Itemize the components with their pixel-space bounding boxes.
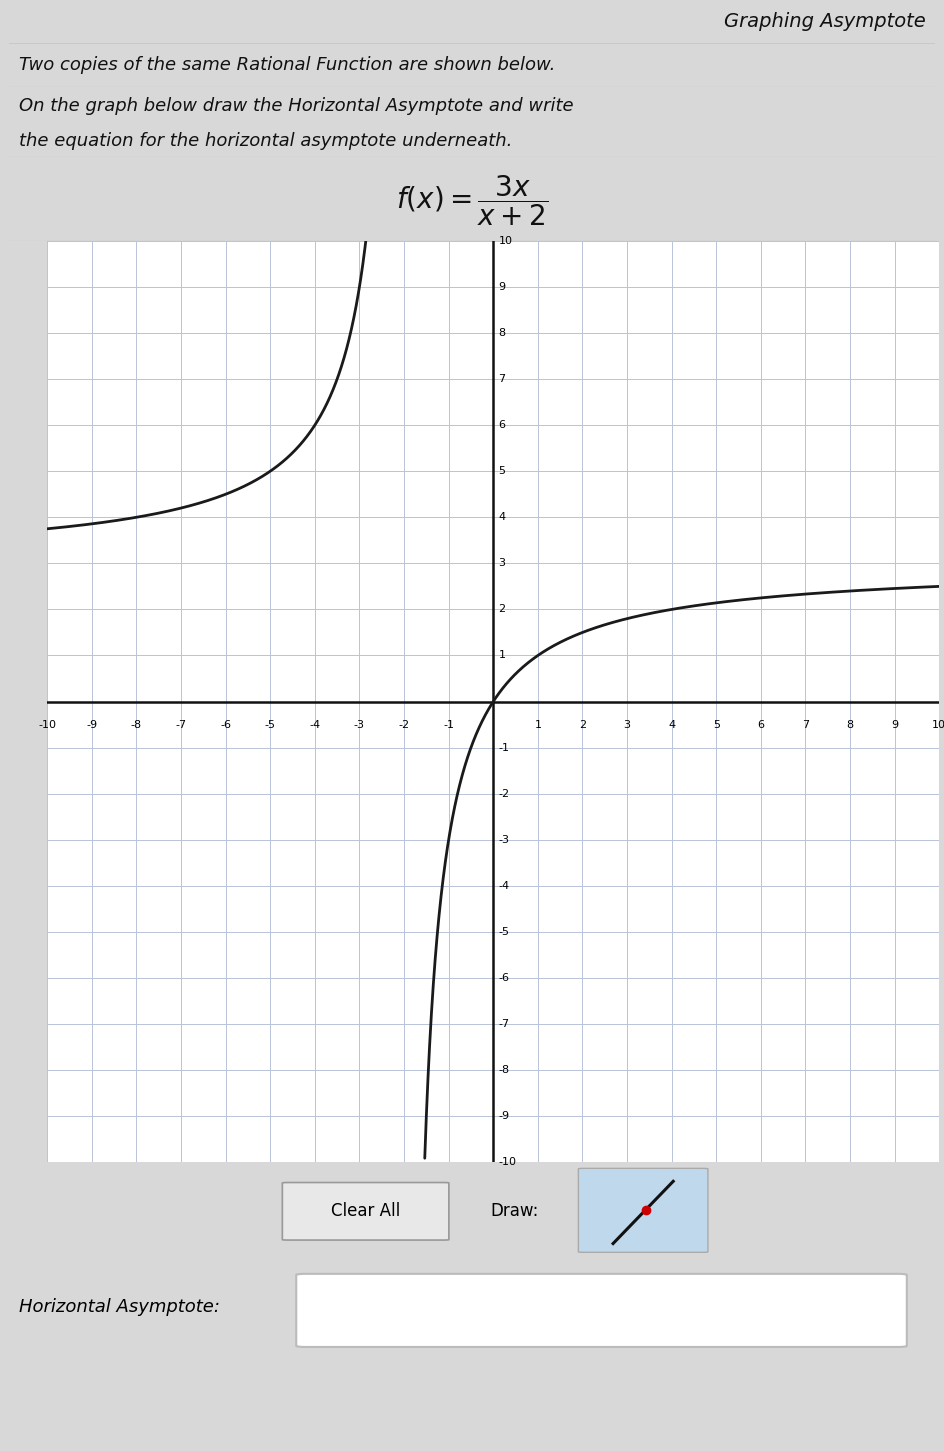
Text: -3: -3 — [354, 720, 365, 730]
Text: 3: 3 — [624, 720, 631, 730]
Text: 1: 1 — [498, 650, 506, 660]
Text: 7: 7 — [801, 720, 809, 730]
Text: -4: -4 — [310, 720, 320, 730]
Text: Draw:: Draw: — [491, 1203, 539, 1220]
FancyBboxPatch shape — [579, 1168, 708, 1252]
Text: -4: -4 — [498, 881, 510, 891]
Text: the equation for the horizontal asymptote underneath.: the equation for the horizontal asymptot… — [19, 132, 512, 151]
Text: 3: 3 — [498, 559, 506, 569]
Text: -6: -6 — [498, 974, 510, 982]
Text: -1: -1 — [443, 720, 454, 730]
Text: -5: -5 — [498, 927, 510, 937]
Text: 4: 4 — [668, 720, 675, 730]
Text: 10: 10 — [498, 237, 513, 245]
Text: -10: -10 — [38, 720, 57, 730]
Text: -9: -9 — [498, 1111, 510, 1122]
Text: -2: -2 — [398, 720, 410, 730]
Text: -5: -5 — [264, 720, 276, 730]
Text: 2: 2 — [498, 605, 506, 614]
Text: -6: -6 — [220, 720, 231, 730]
FancyBboxPatch shape — [296, 1274, 907, 1347]
Text: -7: -7 — [498, 1019, 510, 1029]
Text: Two copies of the same Rational Function are shown below.: Two copies of the same Rational Function… — [19, 57, 555, 74]
Text: -8: -8 — [131, 720, 142, 730]
Text: Clear All: Clear All — [331, 1203, 400, 1220]
Text: 9: 9 — [891, 720, 899, 730]
Text: -8: -8 — [498, 1065, 510, 1075]
Text: -9: -9 — [86, 720, 97, 730]
Text: -10: -10 — [498, 1158, 516, 1167]
Text: $f(x) = \dfrac{3x}{x+2}$: $f(x) = \dfrac{3x}{x+2}$ — [396, 173, 548, 228]
Text: 6: 6 — [757, 720, 765, 730]
Text: On the graph below draw the Horizontal Asymptote and write: On the graph below draw the Horizontal A… — [19, 97, 573, 115]
Text: -2: -2 — [498, 789, 510, 798]
Text: 7: 7 — [498, 374, 506, 385]
Text: -7: -7 — [176, 720, 187, 730]
Text: -3: -3 — [498, 834, 510, 844]
Text: 8: 8 — [498, 328, 506, 338]
Text: 2: 2 — [579, 720, 586, 730]
Text: 6: 6 — [498, 421, 506, 429]
Text: 8: 8 — [847, 720, 853, 730]
Text: 9: 9 — [498, 281, 506, 292]
Text: 10: 10 — [933, 720, 944, 730]
Text: 1: 1 — [534, 720, 541, 730]
Text: Horizontal Asymptote:: Horizontal Asymptote: — [19, 1299, 220, 1316]
Text: 5: 5 — [498, 466, 506, 476]
Text: 4: 4 — [498, 512, 506, 522]
Text: 5: 5 — [713, 720, 719, 730]
Text: Graphing Asymptote: Graphing Asymptote — [723, 12, 925, 32]
Text: -1: -1 — [498, 743, 510, 753]
FancyBboxPatch shape — [282, 1183, 448, 1241]
